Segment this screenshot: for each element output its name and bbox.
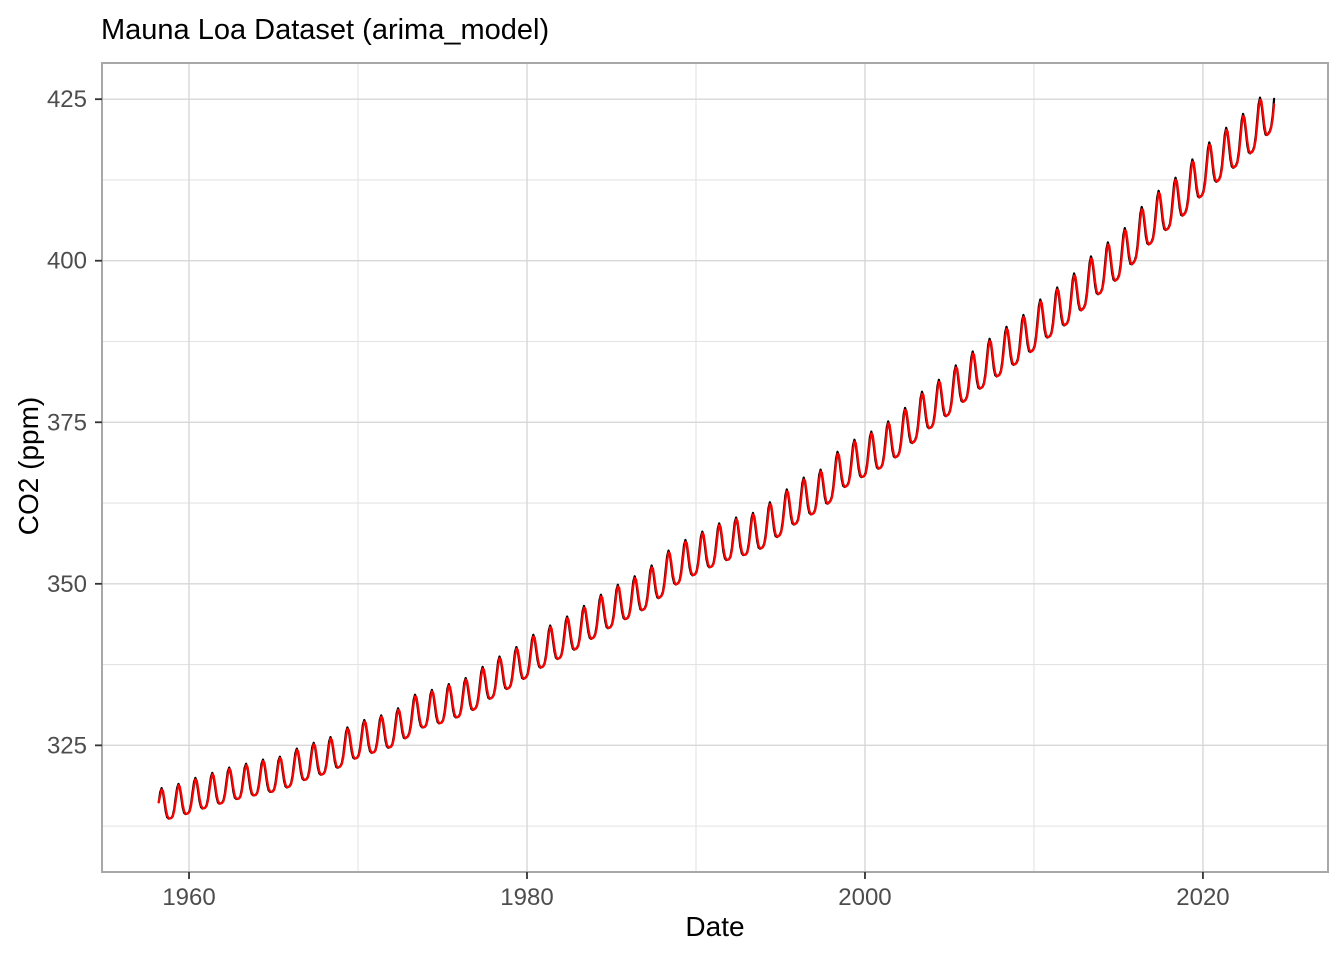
y-tick-label: 400 [47,248,87,275]
x-tick-label: 2020 [1176,884,1229,911]
y-axis-title: CO2 (ppm) [13,396,44,536]
x-axis-title: Date [685,911,745,942]
y-tick-label: 350 [47,571,87,598]
x-tick-label: 2000 [838,884,891,911]
plot-title: Mauna Loa Dataset (arima_model) [101,14,550,46]
x-tick-label: 1980 [500,884,553,911]
x-tick-label: 1960 [162,884,215,911]
observed-line [157,96,1276,820]
panel-border [101,62,1329,873]
y-tick-label: 425 [47,86,87,113]
fitted-line [157,98,1276,820]
y-tick-label: 375 [47,409,87,436]
y-tick-label: 325 [47,732,87,759]
